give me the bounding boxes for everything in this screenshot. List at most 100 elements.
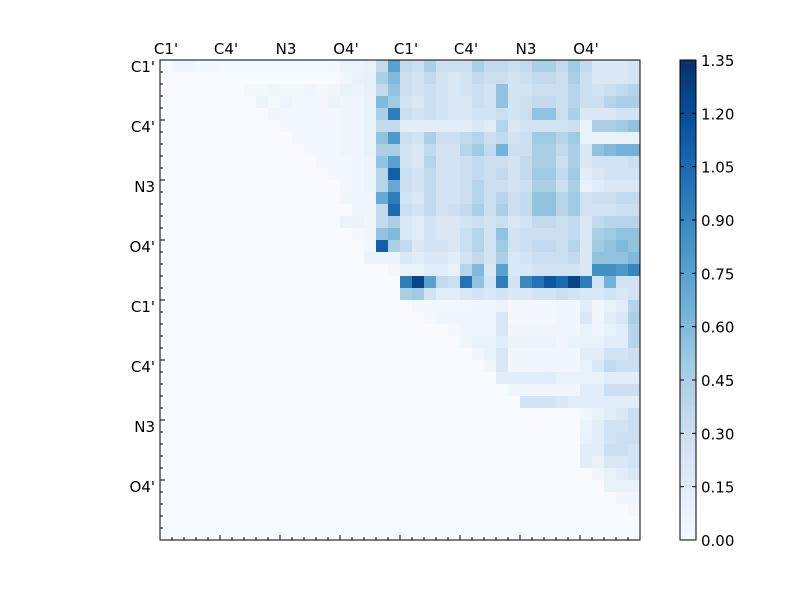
heatmap-cell	[220, 456, 233, 469]
heatmap-cell	[496, 240, 509, 253]
heatmap-cell	[196, 384, 209, 397]
heatmap-cell	[316, 516, 329, 529]
heatmap-cell	[544, 504, 557, 517]
heatmap-cell	[496, 132, 509, 145]
heatmap-cell	[220, 300, 233, 313]
heatmap-cell	[568, 120, 581, 133]
heatmap-cell	[304, 480, 317, 493]
heatmap-cell	[448, 216, 461, 229]
heatmap-cell	[340, 192, 353, 205]
heatmap-cell	[580, 384, 593, 397]
heatmap-cell	[556, 120, 569, 133]
heatmap-cell	[388, 120, 401, 133]
heatmap-cell	[268, 264, 281, 277]
heatmap-cell	[172, 108, 185, 121]
heatmap-cell	[280, 444, 293, 457]
heatmap-cell	[232, 324, 245, 337]
heatmap-cell	[412, 204, 425, 217]
heatmap-cell	[436, 168, 449, 181]
heatmap-cell	[496, 444, 509, 457]
heatmap-cell	[244, 516, 257, 529]
heatmap-cell	[568, 528, 581, 541]
heatmap-cell	[268, 156, 281, 169]
heatmap-cell	[268, 456, 281, 469]
heatmap-cell	[616, 216, 629, 229]
heatmap-cell	[556, 504, 569, 517]
heatmap-cell	[196, 432, 209, 445]
heatmap-cell	[496, 492, 509, 505]
heatmap-cell	[628, 96, 641, 109]
heatmap-cell	[340, 60, 353, 73]
heatmap-cell	[532, 180, 545, 193]
heatmap-cell	[316, 324, 329, 337]
heatmap-cell	[460, 276, 473, 289]
heatmap-cell	[376, 216, 389, 229]
heatmap-cell	[268, 480, 281, 493]
heatmap-cell	[616, 432, 629, 445]
heatmap-cell	[532, 252, 545, 265]
heatmap-cell	[436, 228, 449, 241]
heatmap-cell	[436, 384, 449, 397]
heatmap-cell	[172, 228, 185, 241]
heatmap-cell	[244, 204, 257, 217]
heatmap-cell	[520, 324, 533, 337]
heatmap-cell	[172, 492, 185, 505]
heatmap-cells	[160, 60, 641, 541]
heatmap-cell	[304, 144, 317, 157]
heatmap-cell	[412, 240, 425, 253]
heatmap-cell	[436, 408, 449, 421]
heatmap-cell	[448, 96, 461, 109]
heatmap-cell	[460, 204, 473, 217]
heatmap-cell	[580, 396, 593, 409]
heatmap-cell	[604, 240, 617, 253]
heatmap-cell	[328, 168, 341, 181]
heatmap-cell	[328, 192, 341, 205]
heatmap-cell	[196, 192, 209, 205]
heatmap-cell	[616, 144, 629, 157]
heatmap-cell	[580, 420, 593, 433]
heatmap-cell	[436, 276, 449, 289]
heatmap-cell	[484, 192, 497, 205]
heatmap-cell	[592, 444, 605, 457]
heatmap-cell	[352, 144, 365, 157]
heatmap-cell	[208, 156, 221, 169]
heatmap-cell	[460, 504, 473, 517]
heatmap-cell	[208, 492, 221, 505]
heatmap-cell	[412, 528, 425, 541]
heatmap-cell	[160, 300, 173, 313]
heatmap-cell	[412, 216, 425, 229]
heatmap-cell	[340, 264, 353, 277]
heatmap-cell	[256, 504, 269, 517]
heatmap-cell	[376, 420, 389, 433]
heatmap-cell	[364, 456, 377, 469]
heatmap-cell	[220, 108, 233, 121]
heatmap-cell	[340, 312, 353, 325]
heatmap-cell	[304, 228, 317, 241]
heatmap-cell	[472, 228, 485, 241]
heatmap-cell	[304, 504, 317, 517]
heatmap-cell	[316, 408, 329, 421]
heatmap-cell	[364, 480, 377, 493]
heatmap-cell	[268, 528, 281, 541]
heatmap-cell	[328, 420, 341, 433]
heatmap-cell	[556, 516, 569, 529]
heatmap-cell	[220, 312, 233, 325]
heatmap-cell	[196, 516, 209, 529]
heatmap-cell	[172, 444, 185, 457]
heatmap-cell	[592, 396, 605, 409]
heatmap-cell	[220, 264, 233, 277]
heatmap-cell	[412, 456, 425, 469]
heatmap-cell	[544, 324, 557, 337]
heatmap-cell	[532, 468, 545, 481]
heatmap-cell	[328, 432, 341, 445]
heatmap-cell	[568, 300, 581, 313]
heatmap-cell	[472, 492, 485, 505]
heatmap-cell	[172, 180, 185, 193]
heatmap-cell	[388, 132, 401, 145]
heatmap-cell	[532, 108, 545, 121]
heatmap-cell	[268, 168, 281, 181]
heatmap-cell	[436, 240, 449, 253]
heatmap-cell	[208, 84, 221, 97]
heatmap-cell	[592, 144, 605, 157]
colorbar-tick-label: 1.20	[701, 105, 734, 123]
